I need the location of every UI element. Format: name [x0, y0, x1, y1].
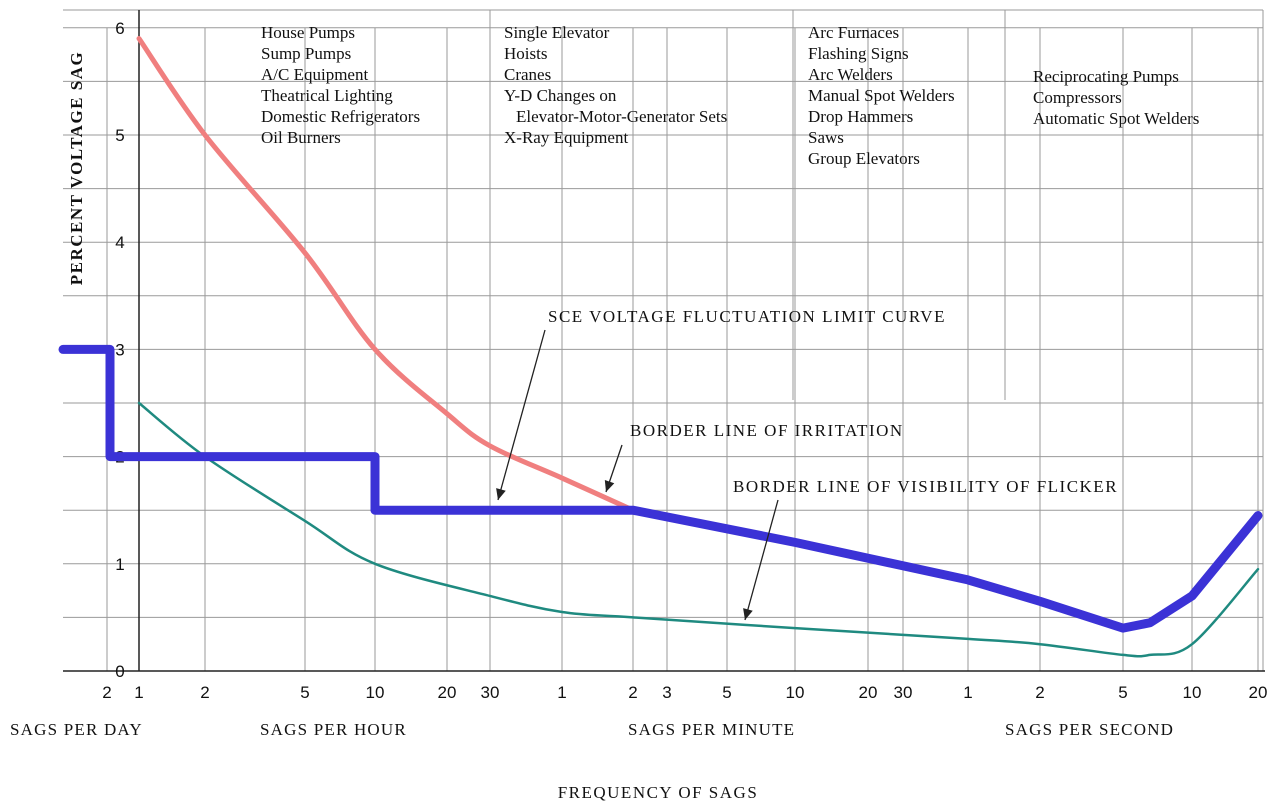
x-tick-label: 20 — [438, 683, 457, 702]
x-tick-label: 20 — [859, 683, 878, 702]
x-tick-label: 2 — [102, 683, 111, 702]
y-tick-label: 3 — [115, 340, 124, 359]
application-label: Manual Spot Welders — [808, 86, 955, 105]
curves — [58, 36, 1263, 658]
application-label: A/C Equipment — [261, 65, 368, 84]
application-label: Reciprocating Pumps — [1033, 67, 1179, 86]
x-unit-label: SAGS PER DAY — [10, 720, 143, 739]
x-tick-label: 2 — [1035, 683, 1044, 702]
x-tick-label: 30 — [481, 683, 500, 702]
y-tick-label: 1 — [115, 555, 124, 574]
application-label: Drop Hammers — [808, 107, 913, 126]
annotation-label: BORDER LINE OF IRRITATION — [630, 421, 904, 440]
application-label: House Pumps — [261, 23, 355, 42]
arrow-head — [604, 479, 615, 492]
application-label: Arc Furnaces — [808, 23, 899, 42]
y-tick-label: 6 — [115, 19, 124, 38]
x-tick-label: 1 — [963, 683, 972, 702]
annotation-arrow — [497, 329, 546, 501]
x-unit-label: SAGS PER MINUTE — [628, 720, 795, 739]
y-tick-label: 5 — [115, 126, 124, 145]
application-label: Compressors — [1033, 88, 1122, 107]
application-label: Saws — [808, 128, 844, 147]
axes — [63, 10, 1265, 672]
application-label: Group Elevators — [808, 149, 920, 168]
y-tick-label: 0 — [115, 662, 124, 681]
y-tick-label: 4 — [115, 233, 124, 252]
x-axis-label: FREQUENCY OF SAGS — [558, 783, 759, 802]
x-tick-label: 3 — [662, 683, 671, 702]
application-label: Automatic Spot Welders — [1033, 109, 1199, 128]
annotations: SCE VOLTAGE FLUCTUATION LIMIT CURVE BORDE… — [496, 307, 1118, 621]
x-tick-label: 30 — [894, 683, 913, 702]
arrow-head — [743, 608, 753, 620]
application-label: Y-D Changes on — [504, 86, 617, 105]
application-label: X-Ray Equipment — [504, 128, 628, 147]
arrow-head — [496, 488, 506, 500]
application-label: Oil Burners — [261, 128, 341, 147]
application-label: Flashing Signs — [808, 44, 909, 63]
annotation-label: BORDER LINE OF VISIBILITY OF FLICKER — [733, 477, 1118, 496]
series-line-2 — [136, 36, 636, 513]
x-tick-label: 2 — [628, 683, 637, 702]
x-unit-label: SAGS PER SECOND — [1005, 720, 1174, 739]
application-label: Hoists — [504, 44, 547, 63]
x-tick-label: 5 — [300, 683, 309, 702]
series-line-1 — [58, 344, 1263, 633]
application-label: Elevator-Motor-Generator Sets — [516, 107, 727, 126]
annotation-label: SCE VOLTAGE FLUCTUATION LIMIT CURVE — [548, 307, 946, 326]
y-axis-label: PERCENT VOLTAGE SAG — [67, 51, 86, 285]
x-tick-label: 10 — [1183, 683, 1202, 702]
x-tick-label: 1 — [134, 683, 143, 702]
x-unit-label: SAGS PER HOUR — [260, 720, 407, 739]
annotation-arrow — [744, 499, 779, 621]
x-tick-label: 10 — [366, 683, 385, 702]
application-labels: House Pumps Sump Pumps A/C Equipment Theatr… — [261, 10, 1199, 400]
x-tick-labels: 2 1 2 5 10 20 30 1 2 3 5 10 20 30 1 2 5 10 20 SAGS PER DAY S… — [10, 683, 1267, 739]
application-label: Sump Pumps — [261, 44, 351, 63]
x-tick-label: 10 — [786, 683, 805, 702]
application-label: Single Elevator — [504, 23, 610, 42]
x-tick-label: 1 — [557, 683, 566, 702]
application-label: Domestic Refrigerators — [261, 107, 420, 126]
x-tick-label: 20 — [1249, 683, 1268, 702]
x-tick-label: 5 — [1118, 683, 1127, 702]
x-tick-label: 2 — [200, 683, 209, 702]
x-tick-label: 5 — [722, 683, 731, 702]
application-label: Theatrical Lighting — [261, 86, 393, 105]
application-label: Arc Welders — [808, 65, 893, 84]
application-label: Cranes — [504, 65, 551, 84]
series-line-3 — [137, 401, 1260, 658]
